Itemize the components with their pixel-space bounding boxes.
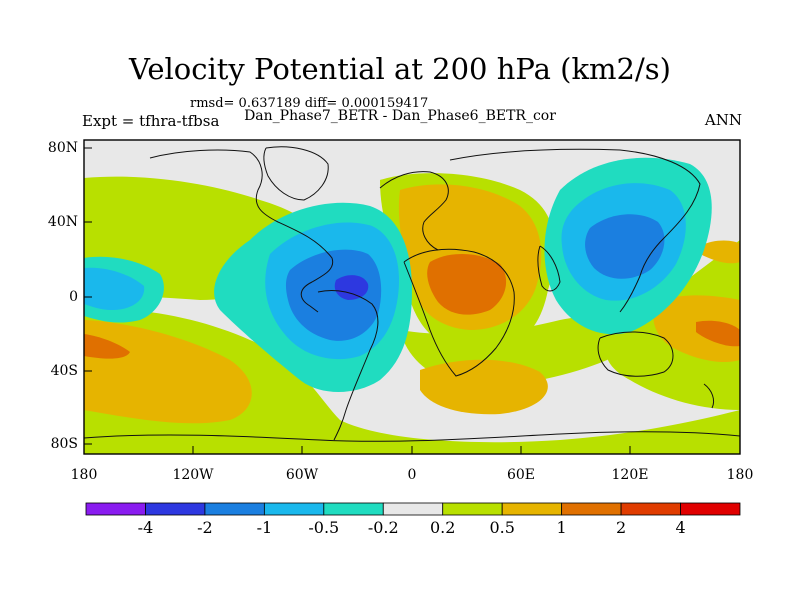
contour-1-east [696, 320, 740, 347]
lat-label-80n: 80N [47, 140, 78, 156]
coast-india [537, 245, 561, 292]
lat-label-0: 0 [69, 289, 78, 305]
colorbar-box-3 [263, 502, 325, 516]
contour-0.5-northeast [700, 240, 740, 264]
coast-greenland [263, 146, 329, 201]
experiment-label: Expt = tfhra-tfbsa [82, 112, 220, 130]
colorbar-box-6 [442, 502, 503, 516]
coast-asia [449, 148, 701, 313]
colorbar-label: -1 [256, 518, 273, 537]
lon-label-60w: 60W [285, 467, 319, 483]
colorbar-box-4 [323, 502, 384, 516]
lon-label-0: 0 [407, 467, 417, 483]
lon-label-180e: 180 [726, 467, 754, 483]
coast-europe [379, 171, 449, 251]
lat-label-80s: 80S [50, 436, 78, 452]
lon-label-120e: 120E [611, 467, 649, 483]
contour-1-southwest [84, 334, 130, 359]
contour-neg-2-americas [334, 275, 369, 300]
colorbar-label: -4 [137, 518, 154, 537]
runs-label: Dan_Phase7_BETR - Dan_Phase6_BETR_cor [244, 108, 556, 124]
colorbar-label: 4 [675, 518, 686, 537]
colorbar-label: 2 [615, 518, 627, 537]
colorbar-label: 0.5 [489, 518, 515, 537]
colorbar-box-9 [620, 502, 681, 516]
coast-antarctica [84, 431, 740, 442]
colorbar-label: 0.2 [429, 518, 456, 537]
contour-field [84, 140, 740, 454]
colorbar [85, 502, 741, 516]
lon-label-60e: 60E [506, 467, 536, 483]
coast-new-zealand [703, 383, 715, 409]
contour-0.5-southcentral [420, 359, 548, 415]
contour-neg-1-pacific [585, 214, 665, 279]
colorbar-label: 1 [556, 518, 567, 537]
lon-label-180w: 180 [70, 467, 98, 483]
colorbar-box-8 [561, 502, 622, 516]
colorbar-box-10 [680, 502, 741, 516]
coast-africa [403, 248, 515, 377]
colorbar-box-7 [501, 502, 563, 516]
stats-label: rmsd= 0.637189 diff= 0.000159417 [190, 96, 429, 111]
contour-neg-0.5-west [84, 267, 145, 310]
plot-title: Velocity Potential at 200 hPa (km2/s) [129, 52, 671, 86]
colorbar-box-0 [85, 502, 146, 516]
axis-ticks [84, 147, 631, 454]
colorbar-label: -0.5 [308, 518, 340, 537]
lat-label-40n: 40N [47, 214, 78, 230]
colorbar-label: -2 [197, 518, 213, 537]
colorbar-label: -0.2 [367, 518, 399, 537]
coast-north-america [149, 149, 334, 313]
contour-neg-1-americas [285, 249, 382, 341]
contour-1-africa [427, 253, 507, 315]
contour-0.5-southwest [84, 320, 252, 424]
colorbar-box-1 [145, 502, 206, 516]
contour-pos-south [84, 309, 740, 454]
colorbar-box-5 [382, 502, 444, 516]
coast-australia [597, 331, 674, 377]
season-label: ANN [704, 111, 742, 129]
colorbar-box-2 [204, 502, 265, 516]
coastlines [84, 146, 740, 442]
coast-south-america [317, 290, 379, 441]
lon-label-120w: 120W [172, 467, 214, 483]
lat-label-40s: 40S [50, 363, 78, 379]
